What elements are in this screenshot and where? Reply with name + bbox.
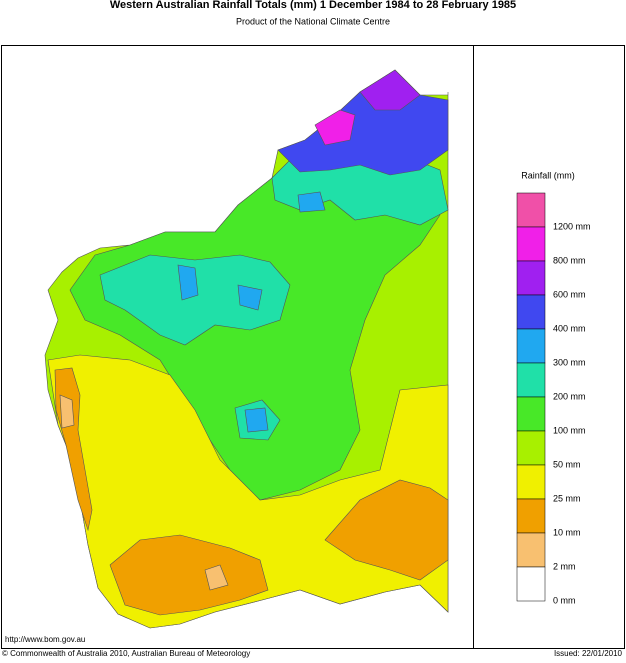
legend-label: 300 mm xyxy=(553,357,586,367)
region-orange-s xyxy=(109,534,269,616)
legend-swatch xyxy=(516,430,546,466)
legend-label: 800 mm xyxy=(553,255,586,265)
legend: Rainfall (mm) 1200 mm 800 mm 600 mm 400 mm 3… xyxy=(516,170,591,605)
region-tan xyxy=(59,394,229,591)
legend-label: 600 mm xyxy=(553,289,586,299)
footer-url: http://www.bom.gov.au xyxy=(5,635,85,644)
footer-copyright: © Commonwealth of Australia 2010, Austra… xyxy=(2,649,250,658)
legend-swatch xyxy=(516,396,546,432)
legend-swatch xyxy=(516,362,546,398)
legend-swatch xyxy=(516,566,546,602)
legend-swatch xyxy=(516,226,546,262)
legend-title: Rainfall (mm) xyxy=(521,170,575,180)
region-green xyxy=(69,169,441,501)
legend-swatch xyxy=(516,532,546,568)
legend-swatch xyxy=(516,328,546,364)
subtitle: Product of the National Climate Centre xyxy=(236,16,390,26)
legend-label: 400 mm xyxy=(553,323,586,333)
legend-swatch xyxy=(516,260,546,296)
legend-label: 0 mm xyxy=(553,595,576,605)
legend-label: 200 mm xyxy=(553,391,586,401)
legend-swatch xyxy=(516,498,546,534)
footer-issued: Issued: 22/01/2010 xyxy=(554,649,623,658)
legend-label: 25 mm xyxy=(553,493,581,503)
legend-label: 1200 mm xyxy=(553,221,591,231)
region-teal xyxy=(99,254,291,346)
legend-swatch xyxy=(516,192,546,228)
region-purple xyxy=(359,69,421,111)
legend-label: 2 mm xyxy=(553,561,576,571)
legend-swatch xyxy=(516,464,546,500)
title: Western Australian Rainfall Totals (mm) … xyxy=(110,0,516,11)
frame xyxy=(1,45,625,649)
region-orange-se xyxy=(324,479,449,581)
legend-label: 50 mm xyxy=(553,459,581,469)
region-blue-blob xyxy=(177,191,326,433)
map xyxy=(44,69,449,629)
region-magenta xyxy=(314,109,356,146)
legend-label: 100 mm xyxy=(553,425,586,435)
legend-swatch xyxy=(516,294,546,330)
legend-label: 10 mm xyxy=(553,527,581,537)
